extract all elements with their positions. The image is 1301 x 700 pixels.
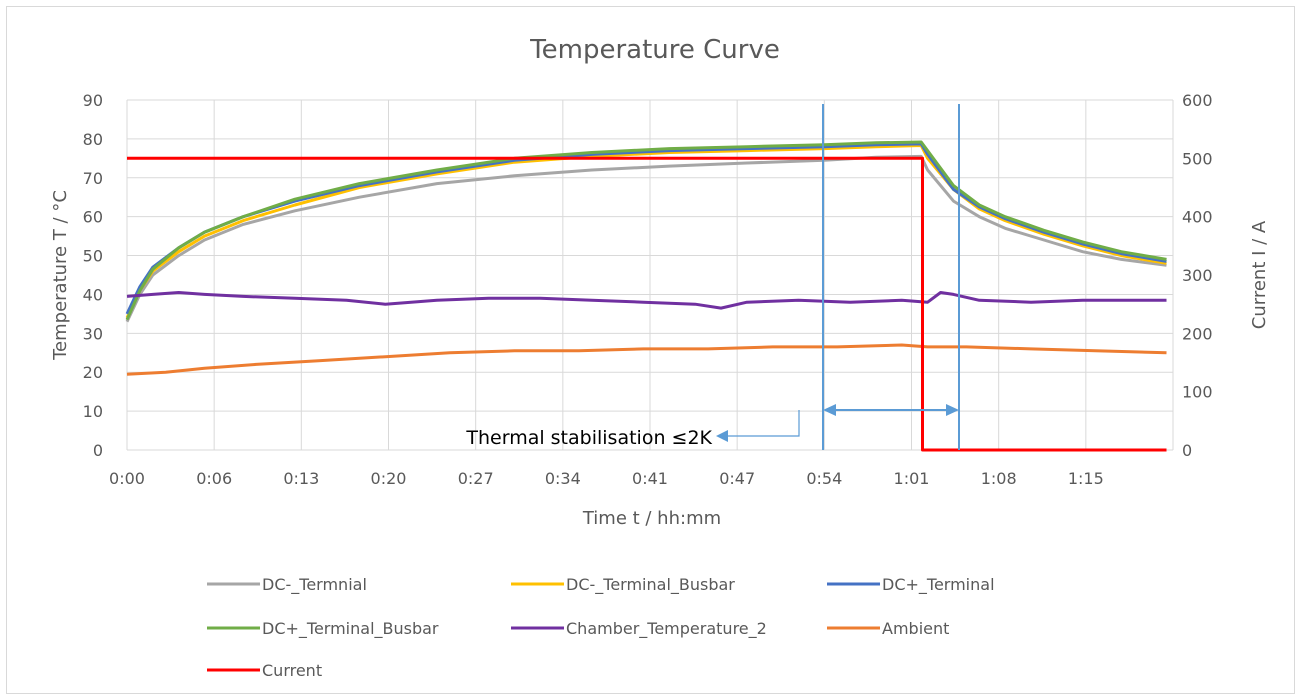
x-tick-label-7: 0:47	[719, 469, 755, 488]
series-line-6	[127, 156, 1167, 452]
y-tick-label-1: 10	[83, 402, 103, 421]
x-tick-label-3: 0:20	[371, 469, 407, 488]
annotation-layer: Thermal stabilisation ≤2K	[465, 104, 960, 450]
window-arrow-left-head	[823, 404, 836, 416]
y-tick-label-4: 40	[83, 285, 103, 304]
legend-label-4: Chamber_Temperature_2	[566, 619, 767, 639]
y-tick-label-8: 80	[83, 130, 103, 149]
y2-tick-label-4: 400	[1182, 208, 1213, 227]
chart-title: Temperature Curve	[529, 35, 780, 65]
series-line-4	[126, 291, 1167, 310]
y-tick-label-7: 70	[83, 169, 103, 188]
y2-axis-title: Current I / A	[1249, 220, 1270, 329]
series-line-1	[125, 144, 1167, 319]
x-tick-label-1: 0:06	[196, 469, 232, 488]
x-tick-label-9: 1:01	[894, 469, 930, 488]
y2-tick-label-1: 100	[1182, 383, 1213, 402]
x-tick-label-2: 0:13	[283, 469, 319, 488]
y2-tick-label-6: 600	[1182, 91, 1213, 110]
y2-tick-label-2: 200	[1182, 324, 1213, 343]
x-tick-label-0: 0:00	[109, 469, 145, 488]
legend-label-6: Current	[262, 661, 322, 680]
window-arrow-right-head	[946, 404, 959, 416]
x-tick-label-10: 1:08	[981, 469, 1017, 488]
y-tick-label-9: 90	[83, 91, 103, 110]
y-tick-label-0: 0	[93, 441, 103, 460]
y2-tick-label-0: 0	[1182, 441, 1192, 460]
y-tick-label-6: 60	[83, 208, 103, 227]
series-line-3	[125, 140, 1167, 321]
y-tick-label-3: 30	[83, 324, 103, 343]
annotation-leader	[727, 410, 800, 437]
legend: DC-_Termnial DC-_Terminal_Busbar DC+_Termi…	[207, 575, 995, 680]
y-axis-title: Temperature T / °C	[50, 190, 71, 361]
legend-label-3: DC+_Terminal_Busbar	[262, 619, 439, 639]
x-tick-label-11: 1:15	[1068, 469, 1104, 488]
y-tick-label-2: 20	[83, 363, 103, 382]
series-line-5	[126, 343, 1167, 376]
legend-label-0: DC-_Termnial	[262, 575, 367, 595]
x-axis-ticks: 0:00 0:06 0:13 0:20 0:27 0:34 0:41 0:47 0:54 1:01…	[109, 469, 1104, 488]
x-tick-label-4: 0:27	[458, 469, 494, 488]
y2-tick-label-3: 300	[1182, 266, 1213, 285]
x-tick-label-8: 0:54	[806, 469, 842, 488]
series-line-0	[125, 154, 1167, 323]
legend-label-5: Ambient	[882, 619, 949, 638]
legend-label-2: DC+_Terminal	[882, 575, 995, 595]
y-tick-label-5: 50	[83, 247, 103, 266]
x-tick-label-6: 0:41	[632, 469, 668, 488]
legend-label-1: DC-_Terminal_Busbar	[566, 575, 735, 595]
annotation-leader-head	[716, 430, 728, 442]
y2-tick-label-5: 500	[1182, 149, 1213, 168]
y2-axis-ticks: 0 100 200 300 400 500 600	[1182, 91, 1213, 460]
y-axis-ticks: 0 10 20 30 40 50 60 70 80 90	[83, 91, 103, 460]
x-axis-title: Time t / hh:mm	[582, 508, 721, 529]
x-tick-label-5: 0:34	[545, 469, 581, 488]
stabilisation-annotation: Thermal stabilisation ≤2K	[465, 427, 712, 449]
series-layer	[125, 140, 1167, 452]
